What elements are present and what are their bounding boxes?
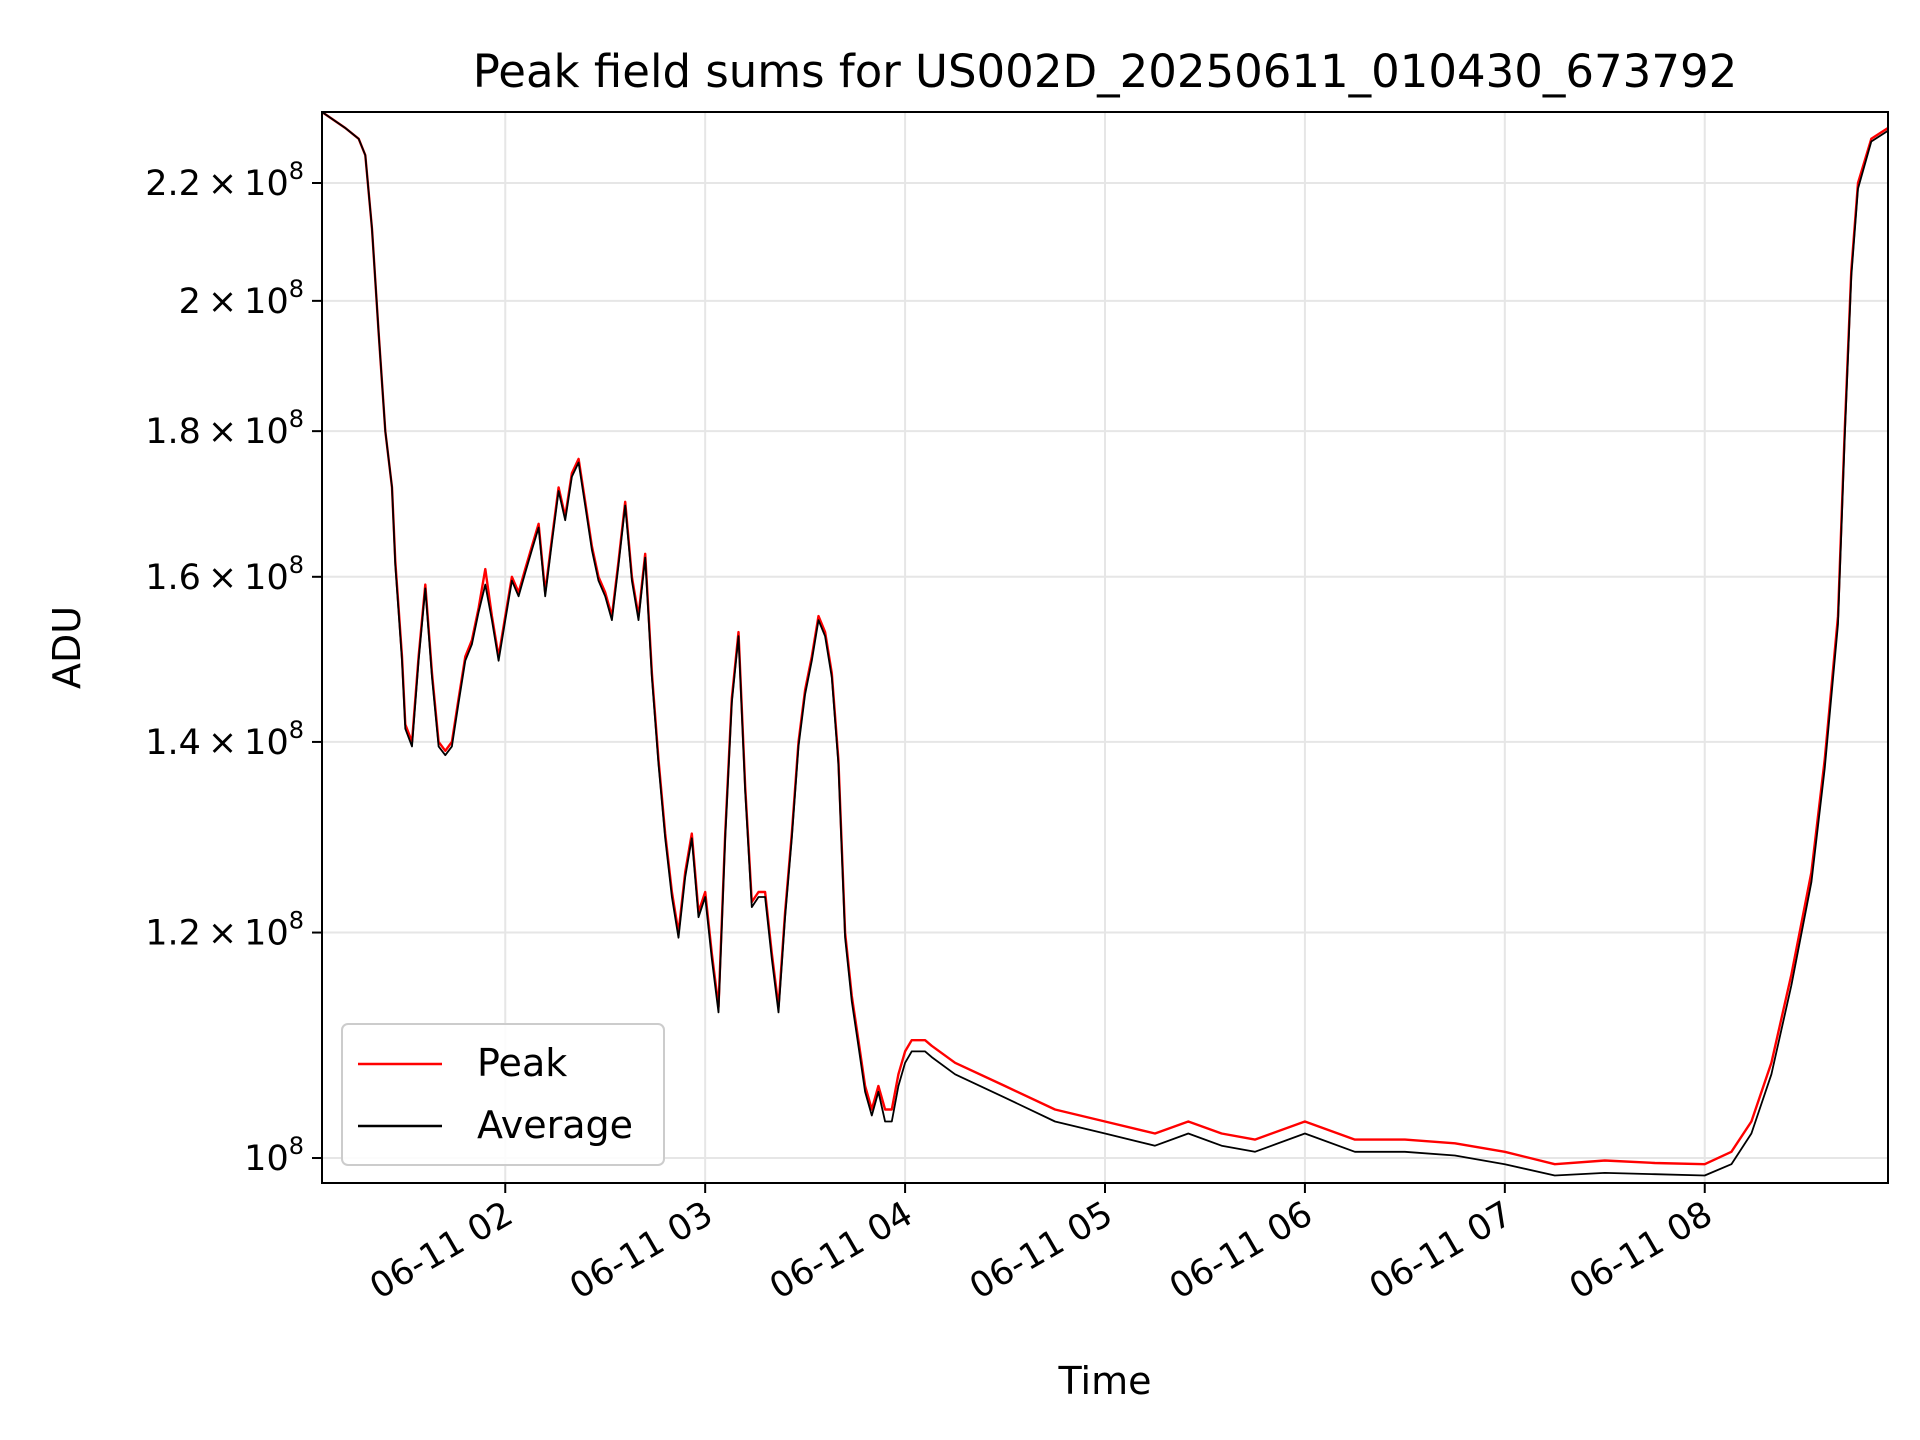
y-tick-exponent: 8 (289, 716, 304, 744)
y-tick-exponent: 8 (289, 275, 304, 303)
y-tick-times: × 10 (201, 558, 289, 598)
chart-title: Peak field sums for US002D_20250611_0104… (473, 45, 1737, 98)
x-axis-label: Time (1058, 1359, 1152, 1403)
y-tick-label: 2 × 108 (179, 275, 304, 322)
y-tick-exponent: 8 (289, 157, 304, 185)
series-layer (321, 111, 1889, 1177)
legend-box (341, 1023, 665, 1166)
y-tick-mantissa: 2 (179, 282, 201, 322)
legend-label-peak: Peak (477, 1041, 567, 1085)
y-axis-label: ADU (45, 606, 89, 689)
y-tick-exponent: 8 (289, 1132, 304, 1160)
y-tick-times: × 10 (201, 914, 289, 954)
y-tick-label: 1.4 × 108 (145, 716, 304, 763)
y-tick-label: 1.6 × 108 (145, 551, 304, 598)
y-tick-exponent: 8 (289, 405, 304, 433)
legend: Peak Average (341, 1023, 665, 1166)
y-tick-label: 1.8 × 108 (145, 405, 304, 452)
y-tick-label: 1.2 × 108 (145, 907, 304, 954)
y-tick-exponent: 8 (289, 907, 304, 935)
y-tick-mantissa: 1.6 (145, 558, 201, 598)
y-tick-mantissa: 1.8 (145, 412, 201, 452)
y-tick-label: 2.2 × 108 (145, 157, 304, 204)
y-tick-base: 10 (244, 1139, 289, 1179)
y-tick-mantissa: 1.4 (145, 723, 201, 763)
y-tick-mantissa: 1.2 (145, 914, 201, 954)
y-tick-times: × 10 (201, 282, 289, 322)
y-tick-label: 108 (244, 1132, 304, 1179)
y-tick-times: × 10 (201, 164, 289, 204)
y-tick-times: × 10 (201, 723, 289, 763)
series-line-average (321, 111, 1889, 1177)
legend-label-average: Average (477, 1103, 633, 1147)
y-tick-times: × 10 (201, 412, 289, 452)
y-tick-exponent: 8 (289, 551, 304, 579)
y-tick-mantissa: 2.2 (145, 164, 201, 204)
